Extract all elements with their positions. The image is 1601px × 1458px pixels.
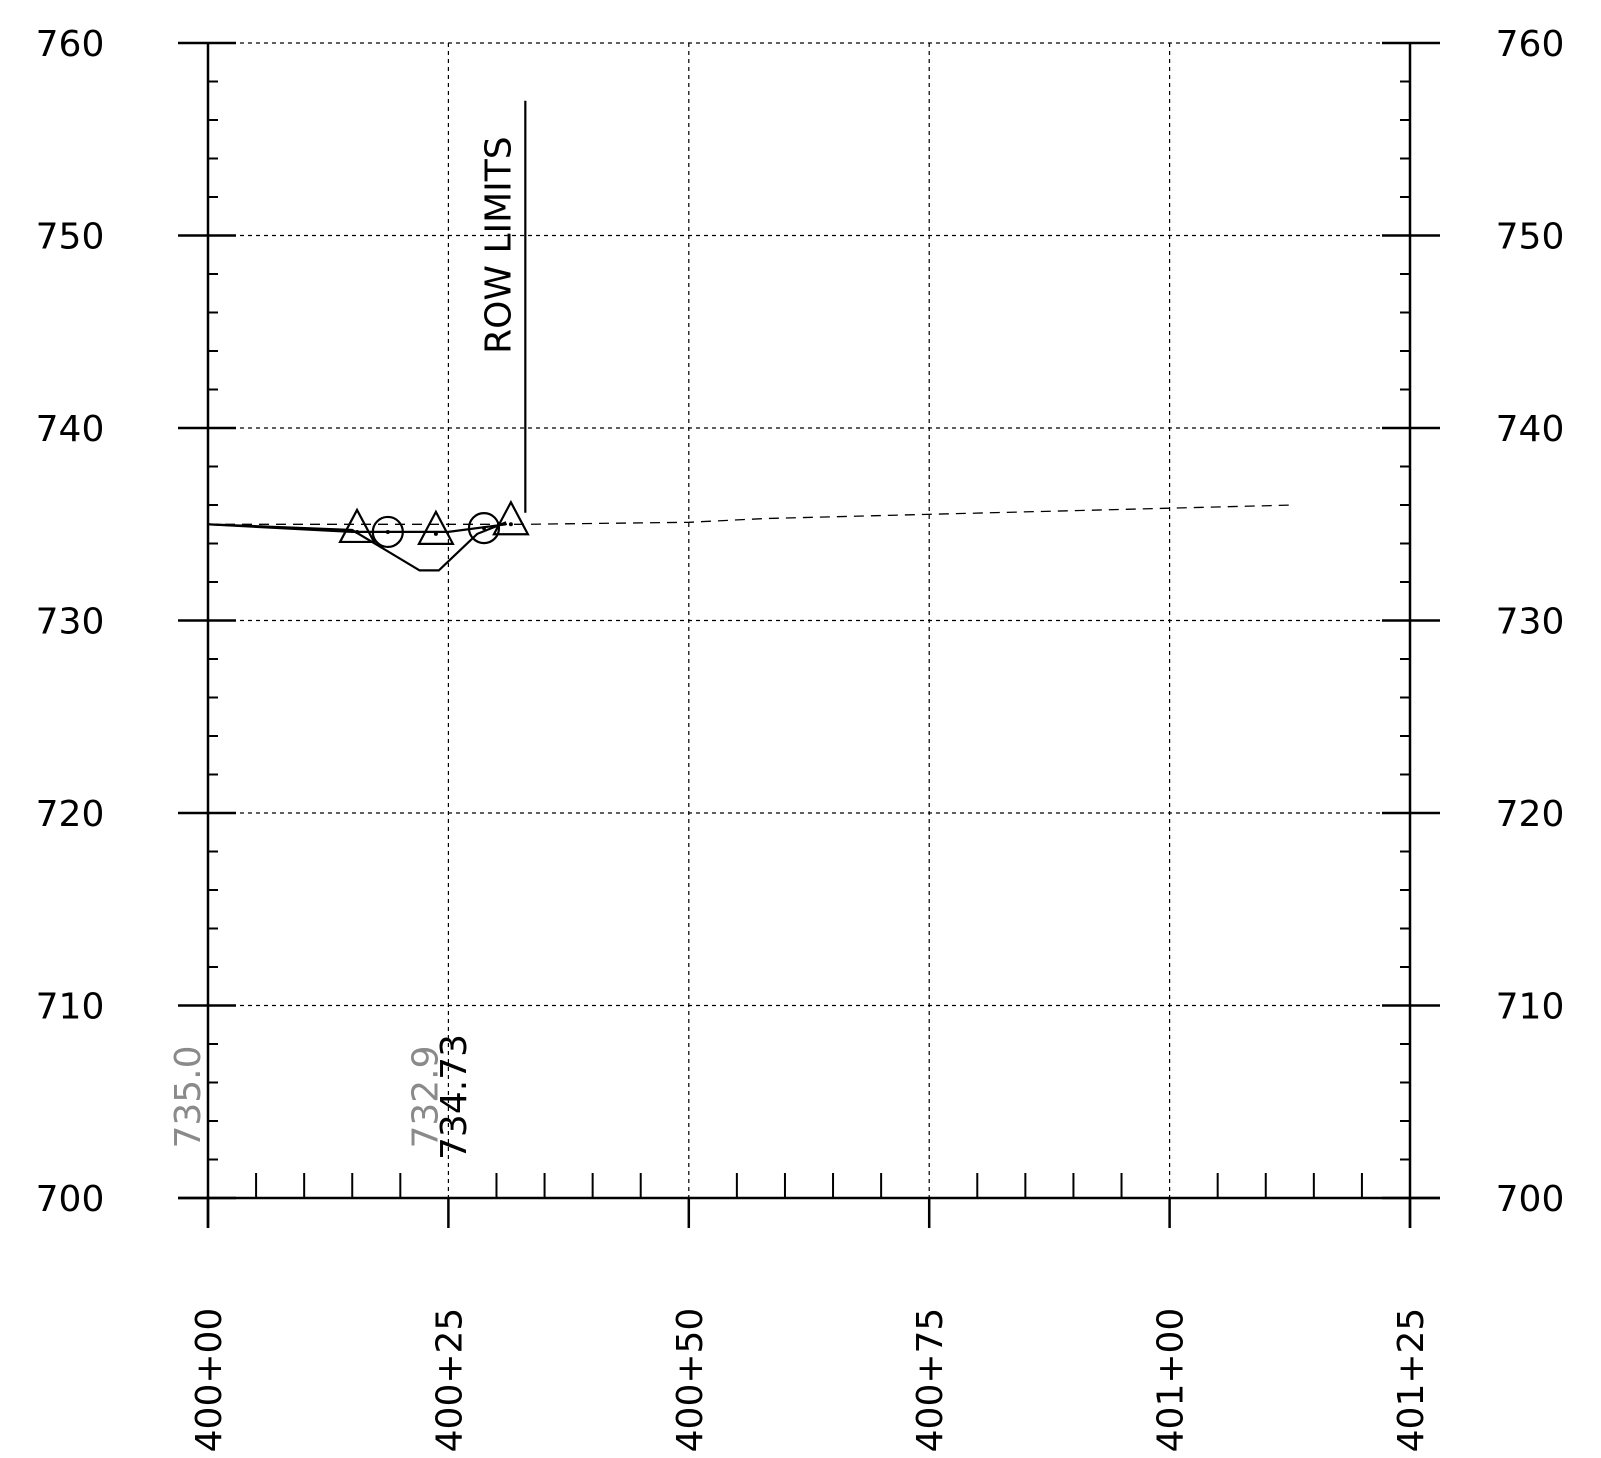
y-tick-label-right: 730 (1496, 602, 1565, 643)
marker-center-dot (385, 529, 390, 534)
y-tick-label-right: 700 (1496, 1179, 1565, 1220)
triangle-marker (338, 507, 376, 544)
y-tick-label-left: 720 (36, 794, 105, 835)
marker-center-dot (508, 522, 513, 527)
y-tick-label-right: 720 (1496, 794, 1565, 835)
marker-center-dot (355, 529, 360, 534)
series-line-solid (207, 521, 507, 572)
tick-labels: 700 700 710 710 720 720 730 730 740 740 750 750 760 7… (36, 24, 1565, 1452)
y-tick-label-left: 730 (36, 602, 105, 643)
series-line-solid (207, 523, 507, 534)
circle-marker (371, 515, 404, 549)
triangle-marker (492, 499, 530, 536)
y-tick-label-right: 710 (1496, 987, 1565, 1028)
y-tick-label-right: 740 (1496, 409, 1565, 450)
row-limits: ROW LIMITS (478, 100, 527, 513)
x-tick-label: 400+50 (670, 1308, 711, 1453)
x-tick-label: 400+25 (429, 1308, 470, 1453)
x-tick-label: 401+00 (1151, 1308, 1192, 1453)
marker-center-dot (481, 526, 486, 531)
y-tick-label-right: 760 (1496, 24, 1565, 65)
circle-marker (467, 511, 501, 545)
y-tick-label-left: 710 (36, 987, 105, 1028)
data-markers (338, 499, 530, 549)
triangle-marker (417, 509, 455, 545)
axes (178, 41, 1440, 1228)
series-line-dashed (208, 504, 1295, 525)
y-tick-label-left: 700 (36, 1179, 105, 1220)
y-tick-label-right: 750 (1496, 217, 1565, 258)
x-tick-label: 400+75 (910, 1308, 951, 1453)
row-limits-label: ROW LIMITS (478, 136, 519, 354)
x-tick-label: 400+00 (189, 1308, 230, 1453)
y-tick-label-left: 760 (36, 24, 105, 65)
grid-lines (208, 42, 1410, 1198)
elevation-annotation: 735.0 (168, 1045, 209, 1148)
elevation-annotation: 732.9 (405, 1045, 446, 1148)
marker-center-dot (433, 531, 438, 536)
series-lines (207, 504, 1295, 572)
x-tick-label: 401+25 (1391, 1308, 1432, 1453)
y-tick-label-left: 750 (36, 217, 105, 258)
elevation-annotation: 734.73 (434, 1034, 475, 1160)
y-tick-label-left: 740 (36, 409, 105, 450)
